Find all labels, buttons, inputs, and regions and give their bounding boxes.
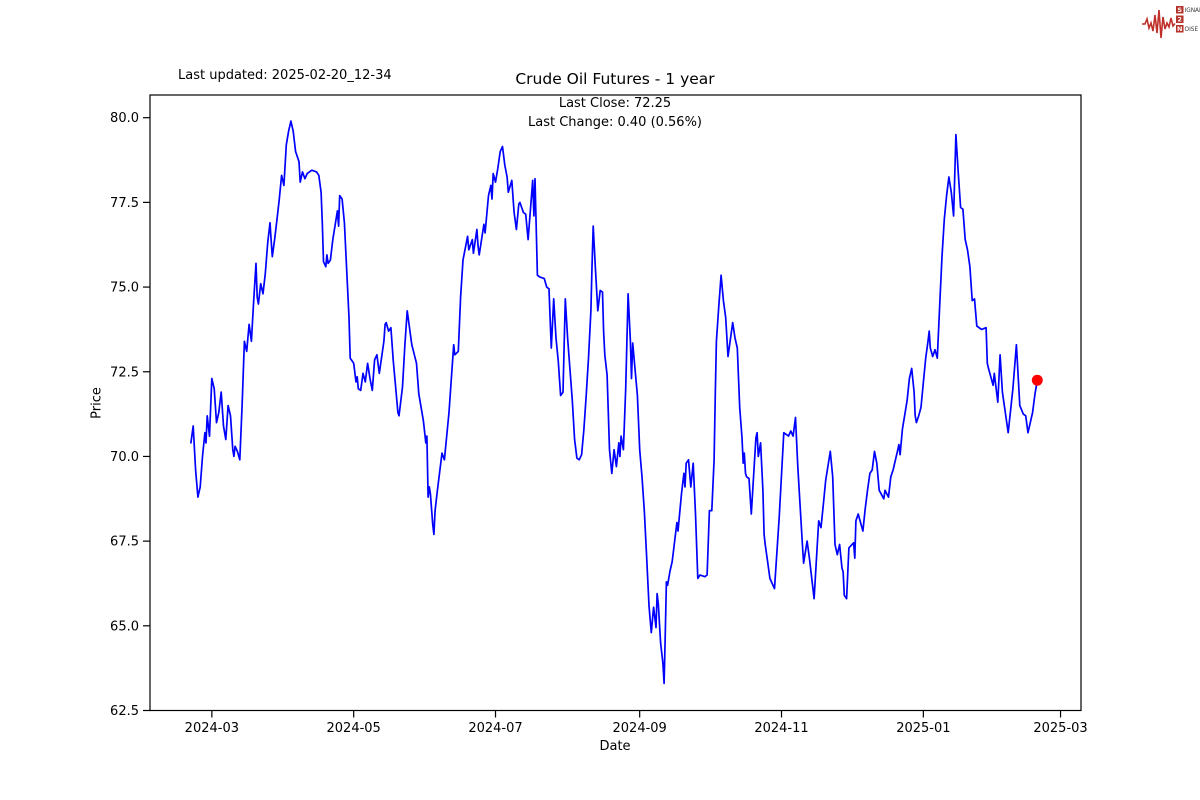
- last-close-marker: [1031, 374, 1043, 386]
- x-tick-label: 2024-09: [613, 721, 667, 736]
- plot-border: [149, 94, 1082, 712]
- logo-letter-s: S: [1177, 6, 1182, 14]
- x-tick-label: 2025-01: [896, 721, 950, 736]
- x-tick-label: 2024-05: [327, 721, 381, 736]
- x-axis-label: Date: [599, 739, 631, 754]
- x-tick-label: 2024-07: [468, 721, 522, 736]
- y-tick-label: 70.0: [110, 450, 139, 465]
- y-tick-label: 75.0: [110, 281, 139, 296]
- last-updated-annotation: Last updated: 2025-02-20_12-34: [178, 68, 392, 83]
- y-tick-label: 80.0: [110, 111, 139, 126]
- y-tick-label: 77.5: [110, 196, 139, 211]
- price-line: [190, 120, 1039, 685]
- last-close-annotation: Last Close: 72.25: [558, 96, 672, 111]
- x-tick-label: 2025-03: [1033, 721, 1087, 736]
- y-tick-label: 62.5: [110, 704, 139, 719]
- logo-letter-n: N: [1177, 25, 1182, 33]
- y-tick-label: 67.5: [110, 535, 139, 550]
- x-tick-label: 2024-03: [185, 721, 239, 736]
- y-tick-label: 72.5: [110, 365, 139, 380]
- logo-text-ignal: IGNAL: [1185, 8, 1200, 14]
- last-change-annotation: Last Change: 0.40 (0.56%): [527, 115, 703, 130]
- y-tick-label: 65.0: [110, 619, 139, 634]
- signal2noise-logo: S 2 N IGNAL OISE: [1142, 6, 1200, 39]
- chart-title: Crude Oil Futures - 1 year: [515, 70, 715, 88]
- x-tick-label: 2024-11: [754, 721, 808, 736]
- logo-text-oise: OISE: [1185, 27, 1199, 33]
- ekg-waveform-icon: [1142, 9, 1176, 39]
- logo-letter-2: 2: [1177, 16, 1182, 24]
